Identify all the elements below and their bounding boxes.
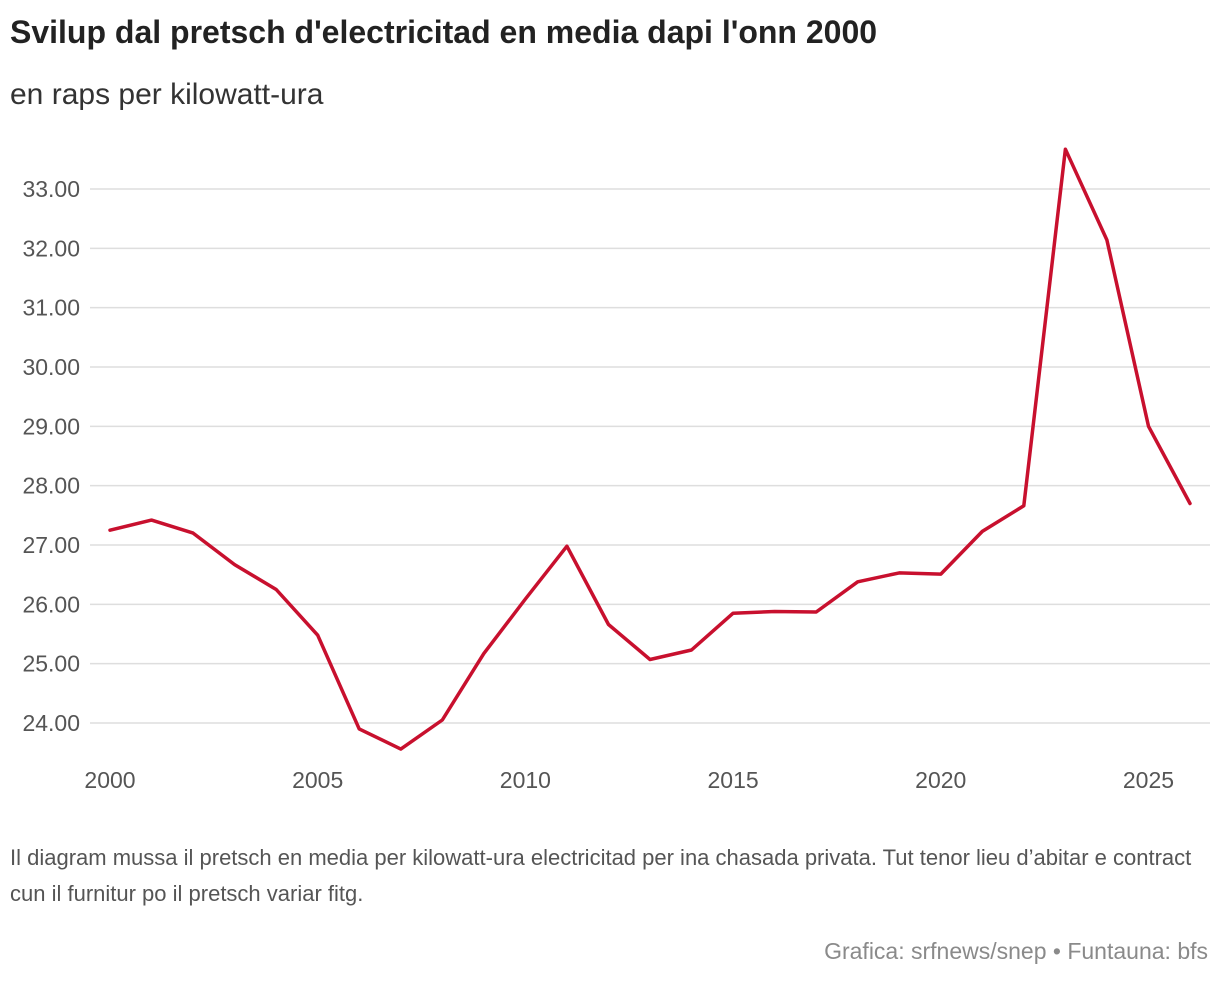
y-tick-label: 26.00 bbox=[22, 591, 80, 617]
y-tick-label: 25.00 bbox=[22, 651, 80, 677]
y-tick-label: 28.00 bbox=[22, 473, 80, 499]
x-tick-label: 2000 bbox=[84, 767, 135, 793]
gridlines bbox=[90, 188, 1210, 724]
chart-description: Il diagram mussa il pretsch en media per… bbox=[10, 845, 1192, 906]
y-tick-label: 31.00 bbox=[22, 295, 80, 321]
x-tick-label: 2015 bbox=[707, 767, 758, 793]
x-tick-label: 2025 bbox=[1123, 767, 1174, 793]
x-tick-label: 2020 bbox=[915, 767, 966, 793]
line-chart: 24.00 25.00 26.00 27.00 28.00 29.00 30.00 31.00… bbox=[22, 147, 1210, 793]
x-axis-ticks: 2000 2005 2010 2015 2020 2025 bbox=[84, 767, 1174, 793]
series-line bbox=[108, 147, 1192, 751]
x-tick-label: 2010 bbox=[500, 767, 551, 793]
y-axis-ticks: 24.00 25.00 26.00 27.00 28.00 29.00 30.00 31.00… bbox=[22, 176, 80, 736]
y-tick-label: 30.00 bbox=[22, 354, 80, 380]
chart-source: Grafica: srfnews/snep • Funtauna: bfs bbox=[824, 938, 1208, 964]
y-tick-label: 32.00 bbox=[22, 235, 80, 261]
x-tick-label: 2005 bbox=[292, 767, 343, 793]
y-tick-label: 29.00 bbox=[22, 413, 80, 439]
y-tick-label: 24.00 bbox=[22, 710, 80, 736]
chart-title: Svilup dal pretsch d'electricitad en med… bbox=[10, 14, 878, 50]
y-tick-label: 27.00 bbox=[22, 532, 80, 558]
y-tick-label: 33.00 bbox=[22, 176, 80, 202]
series bbox=[108, 147, 1192, 751]
chart-subtitle: en raps per kilowatt-ura bbox=[10, 78, 324, 111]
